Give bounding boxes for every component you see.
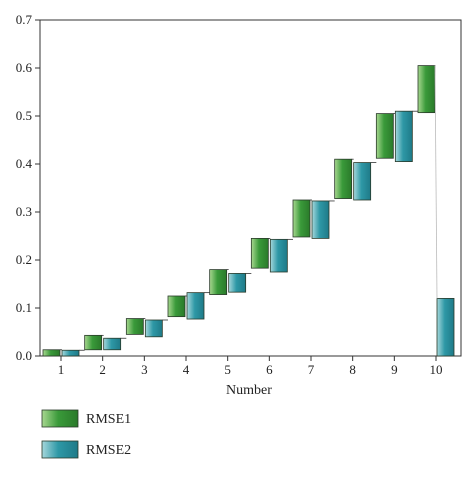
plot-frame	[39, 19, 462, 357]
bar-rmse1-1	[42, 349, 61, 357]
x-axis-title: Number	[226, 383, 272, 398]
x-tick-label: 9	[391, 362, 398, 377]
x-tick-label: 3	[141, 362, 148, 377]
y-tick-label: 0.6	[16, 60, 33, 75]
bar-rmse2-8	[353, 162, 372, 201]
x-tick-label: 6	[266, 362, 273, 377]
x-tick-label: 5	[224, 362, 231, 377]
bar-rmse2-4	[186, 292, 205, 320]
bar-rmse1-8	[334, 158, 353, 199]
bar-rmse1-9	[375, 113, 394, 159]
y-tick-label: 0.7	[16, 12, 33, 27]
x-tick-label: 2	[99, 362, 106, 377]
bar-rmse1-2	[84, 334, 103, 351]
x-tick-label: 4	[183, 362, 190, 377]
legend-swatch-rmse1	[41, 409, 79, 428]
bar-rmse1-10	[417, 65, 436, 114]
bar-rmse1-4	[167, 295, 186, 318]
y-tick-label: 0.0	[16, 348, 32, 363]
legend: RMSE1 RMSE2	[41, 409, 131, 459]
x-tick-label: 7	[308, 362, 315, 377]
bar-rmse1-6	[250, 237, 269, 269]
bar-rmse1-3	[125, 318, 144, 335]
x-tick-label: 1	[58, 362, 65, 377]
bar-rmse1-5	[209, 269, 228, 295]
bar-rmse2-2	[103, 337, 122, 351]
bar-rmse2-6	[269, 238, 288, 273]
y-tick-label: 0.3	[16, 204, 32, 219]
y-tick-label: 0.2	[16, 252, 32, 267]
bar-rmse2-5	[228, 273, 247, 293]
y-tick-label: 0.1	[16, 300, 32, 315]
legend-swatch-rmse2	[41, 440, 79, 459]
y-tick-label: 0.5	[16, 108, 32, 123]
connector-line	[434, 65, 438, 299]
bar-rmse2-7	[311, 200, 330, 239]
x-tick-label: 10	[430, 362, 443, 377]
bar-rmse2-9	[394, 110, 413, 162]
legend-label-rmse2: RMSE2	[86, 443, 131, 458]
bar-rmse2-10	[436, 297, 455, 357]
bar-rmse1-7	[292, 199, 311, 238]
bar-rmse2-1	[61, 349, 80, 357]
legend-label-rmse1: RMSE1	[86, 412, 131, 427]
bar-rmse2-3	[144, 319, 163, 338]
y-tick-label: 0.4	[16, 156, 33, 171]
x-tick-label: 8	[349, 362, 356, 377]
